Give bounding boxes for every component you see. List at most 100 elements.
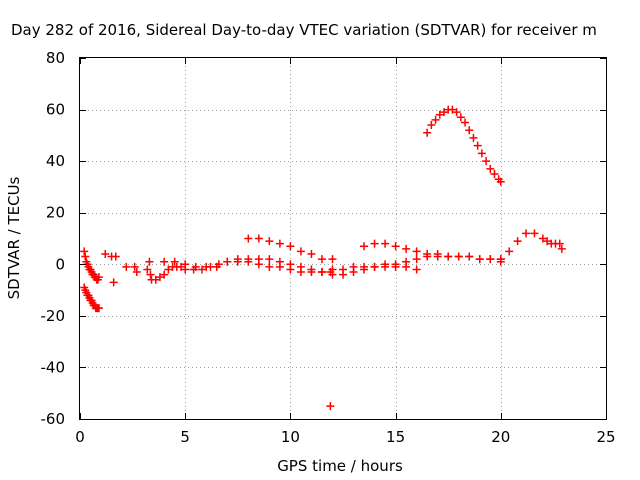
x-tick-label: 0 [75,428,85,446]
data-point [433,249,442,258]
x-axis-tick-labels: 0 5 10 15 20 25 [75,428,615,446]
data-point [505,247,514,256]
data-point [81,252,90,261]
data-point [522,229,531,238]
data-point [296,262,305,271]
data-point [543,237,552,246]
x-tick-label: 5 [180,428,190,446]
data-point [275,239,284,248]
plot-frame [79,57,607,420]
data-point [155,273,164,282]
data-point [317,255,326,264]
data-point [431,115,440,124]
data-point [101,249,110,258]
data-point [482,157,491,166]
x-tick-label: 25 [596,428,615,446]
data-point [473,141,482,150]
data-point [146,270,155,279]
data-point [402,244,411,253]
data-point [244,234,253,243]
data-point [456,113,465,122]
data-point [130,262,139,271]
y-tick-label: 60 [46,101,65,119]
data-point [423,128,432,137]
data-point [254,255,263,264]
data-point [475,255,484,264]
y-axis-label: SDTVAR / TECUs [5,176,23,299]
data-point [370,239,379,248]
data-point [328,255,337,264]
data-point [94,304,103,313]
data-point [530,229,539,238]
data-point [145,257,154,266]
data-point [423,249,432,258]
data-point [391,260,400,269]
data-point [370,262,379,271]
data-point [233,255,242,264]
x-axis-label: GPS time / hours [277,457,403,475]
data-point [151,275,160,284]
data-point [265,255,274,264]
data-point [339,265,347,274]
data-point [111,252,120,261]
chart-title: Day 282 of 2016, Sidereal Day-to-day VTE… [11,21,597,39]
data-point [254,234,263,243]
data-point [402,257,411,266]
data-point [349,262,358,271]
data-point [427,121,436,130]
data-point [496,177,505,186]
data-point [212,262,221,271]
data-point [244,255,253,264]
data-point [296,247,305,256]
x-tick-label: 10 [281,428,300,446]
data-point [223,257,232,266]
data-point [381,239,390,248]
data-point [328,265,337,274]
data-point [465,252,474,261]
data-point [160,257,169,266]
data-point [122,262,131,271]
data-point [444,252,453,261]
data-point [452,108,461,117]
data-point [265,262,274,271]
data-point [360,242,369,251]
data-point [435,110,444,119]
data-point [439,108,448,117]
y-tick-label: 20 [46,204,65,222]
data-point [181,260,190,269]
data-point [170,257,179,266]
y-tick-label: -40 [41,358,66,376]
y-tick-label: 0 [55,255,65,273]
y-tick-label: 40 [46,152,65,170]
data-point [412,265,421,274]
data-point [307,265,316,274]
x-tick-label: 15 [386,428,405,446]
data-point [360,262,369,271]
data-point [176,262,185,271]
series-sdtvar [80,105,566,411]
data-point [412,247,421,256]
data-point [477,149,486,158]
data-point [80,247,89,256]
grid [80,58,606,419]
data-point [381,260,390,269]
data-point [391,242,400,251]
data-point [143,265,152,274]
data-point [555,239,564,248]
data-point [265,237,274,246]
data-point [454,252,463,261]
data-point [94,273,103,282]
data-point [286,242,295,251]
y-axis-tick-labels: -60 -40 -20 0 20 40 60 80 [41,49,66,428]
data-point [486,255,495,264]
data-point [412,255,421,264]
data-point [160,270,169,279]
data-point [557,244,566,253]
y-tick-label: -60 [41,410,66,428]
data-point [132,268,141,277]
data-point [275,257,284,266]
data-point [164,265,173,274]
data-point [486,164,495,173]
data-point [490,170,499,179]
